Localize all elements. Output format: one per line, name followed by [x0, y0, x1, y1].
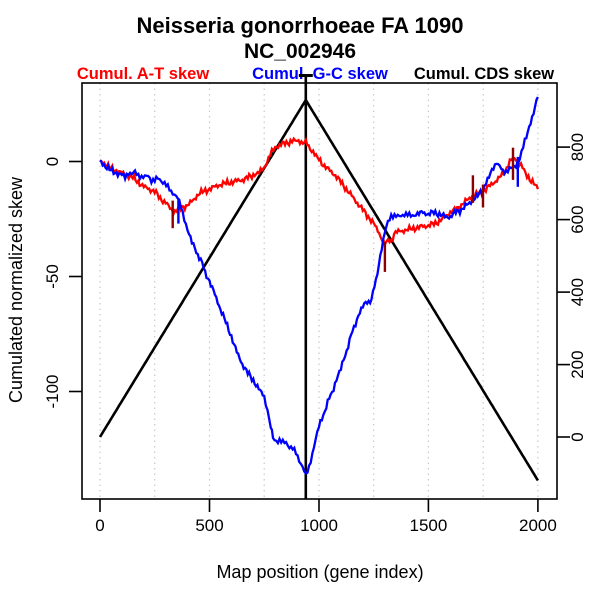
x-axis-title: Map position (gene index): [216, 562, 423, 582]
x-tick-label: 500: [195, 516, 223, 535]
y-right-tick-label: 800: [568, 133, 587, 161]
x-tick-label: 1500: [409, 516, 447, 535]
legend-gc-skew: Cumul. G-C skew: [252, 65, 388, 83]
y-left-tick-label: -50: [43, 264, 62, 289]
y-right-tick-label: 400: [568, 278, 587, 306]
y-right-tick-label: 200: [568, 350, 587, 378]
x-tick-label: 2000: [519, 516, 557, 535]
chart-title: Neisseria gonorrhoeae FA 1090: [137, 13, 464, 38]
plot-box: [81, 82, 558, 500]
y-left-tick-label: 0: [43, 157, 62, 166]
y-right-tick-label: 600: [568, 205, 587, 233]
legend-cds-skew: Cumul. CDS skew: [414, 65, 554, 83]
plot-area: 0 500 1000 1500 2000 0 -50 -100 0 200 400 600 800: [43, 74, 587, 535]
y-left-tick-label: -100: [43, 374, 62, 408]
series-cumul-g-c-skew: [99, 96, 539, 475]
legend-at-skew: Cumul. A-T skew: [77, 65, 209, 83]
x-tick-label: 0: [95, 516, 104, 535]
x-tick-label: 1000: [300, 516, 338, 535]
series-cumul-cds-skew: [98, 97, 540, 482]
y-axis-title: Cumulated normalized skew: [6, 176, 26, 403]
y-right-tick-label: 0: [568, 432, 587, 441]
chart-subtitle: NC_002946: [244, 40, 356, 63]
